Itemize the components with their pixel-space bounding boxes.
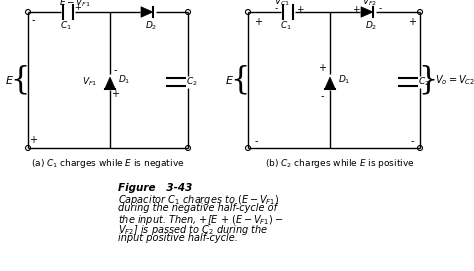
Text: +: + (254, 17, 262, 27)
Polygon shape (361, 7, 373, 17)
Text: {: { (230, 64, 250, 95)
Text: +: + (318, 63, 326, 73)
Text: $D_1$: $D_1$ (338, 74, 350, 86)
Text: +: + (296, 5, 304, 14)
Text: +: + (29, 135, 37, 145)
Text: (a) $C_1$ charges while $E$ is negative: (a) $C_1$ charges while $E$ is negative (31, 157, 185, 170)
Text: $E$: $E$ (6, 74, 15, 86)
Text: $D_2$: $D_2$ (365, 20, 377, 32)
Text: $V_{C1}$: $V_{C1}$ (274, 0, 290, 8)
Text: +: + (111, 89, 119, 99)
Text: -: - (113, 65, 117, 75)
Text: -: - (410, 136, 414, 146)
Text: $V_{F1}$: $V_{F1}$ (82, 76, 98, 88)
Text: $V_o = V_{C2}$: $V_o = V_{C2}$ (435, 73, 474, 87)
Text: $C_1$: $C_1$ (60, 20, 72, 32)
Text: the input. Then, +[$E$ + $(E - V_{F1})-$: the input. Then, +[$E$ + $(E - V_{F1})-$ (118, 213, 283, 227)
Text: (b) $C_2$ charges while $E$ is positive: (b) $C_2$ charges while $E$ is positive (265, 157, 415, 170)
Text: -: - (378, 5, 382, 14)
Text: $C_2$: $C_2$ (186, 76, 198, 88)
Text: +: + (352, 5, 360, 14)
Text: during the negative half-cycle of: during the negative half-cycle of (118, 203, 277, 213)
Text: -: - (254, 136, 258, 146)
Text: $D_1$: $D_1$ (118, 74, 130, 86)
Text: $E$: $E$ (226, 74, 235, 86)
Polygon shape (105, 77, 115, 89)
Text: $V_{F2}$: $V_{F2}$ (363, 0, 378, 8)
Text: +: + (408, 17, 416, 27)
Text: -: - (274, 5, 278, 14)
Polygon shape (141, 7, 153, 17)
Text: $V_{F2}$] is passed to $C_2$ during the: $V_{F2}$] is passed to $C_2$ during the (118, 223, 268, 237)
Text: {: { (10, 64, 30, 95)
Text: $D_2$: $D_2$ (145, 20, 157, 32)
Text: $C_1$: $C_1$ (280, 20, 292, 32)
Text: $E - V_{F1}$: $E - V_{F1}$ (59, 0, 91, 9)
Text: Figure   3-43: Figure 3-43 (118, 183, 192, 193)
Text: -: - (320, 91, 324, 101)
Text: -: - (31, 15, 35, 25)
Text: Capacitor $C_1$ charges to $(E - V_{F1})$: Capacitor $C_1$ charges to $(E - V_{F1})… (118, 193, 279, 207)
Text: +: + (74, 4, 82, 12)
Text: $C_2$: $C_2$ (418, 76, 430, 88)
Text: input positive half-cycle.: input positive half-cycle. (118, 233, 238, 243)
Polygon shape (325, 77, 335, 89)
Text: }: } (419, 64, 438, 95)
